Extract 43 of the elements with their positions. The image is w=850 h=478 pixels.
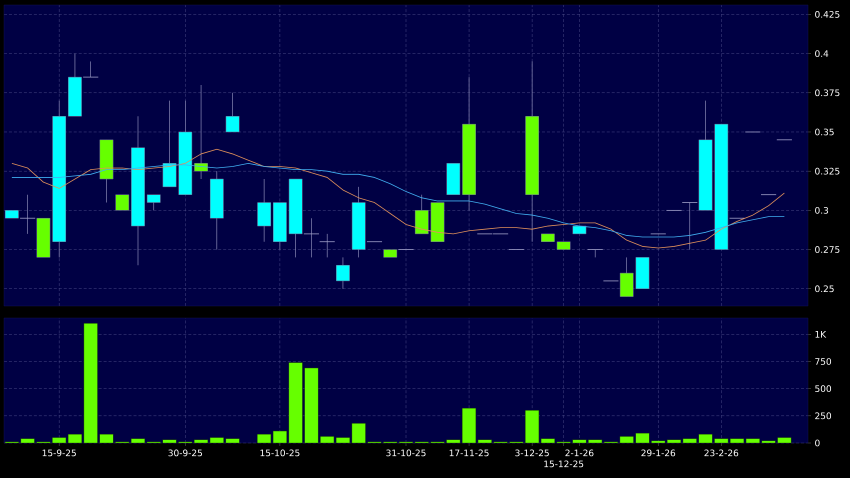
candlestick bbox=[336, 257, 350, 290]
y-tick-label: 0.4 bbox=[815, 50, 828, 57]
y-tick-label: 0.3 bbox=[815, 206, 828, 214]
x-tick-label: 29-1-26 bbox=[641, 450, 676, 456]
x-tick-label: 23-2-26 bbox=[704, 450, 738, 456]
candlestick bbox=[5, 210, 19, 218]
y-tick-label: 500 bbox=[815, 385, 832, 392]
x-tick-label: 31-10-25 bbox=[386, 450, 426, 456]
candlestick bbox=[383, 249, 398, 258]
bar bbox=[84, 323, 98, 443]
candlestick bbox=[257, 178, 271, 242]
x-tick-label: 17-11-25 bbox=[450, 450, 489, 456]
x-tick-label: 15-9-25 bbox=[42, 450, 76, 456]
candlestick bbox=[636, 257, 650, 290]
candlestick bbox=[115, 194, 130, 211]
candlestick bbox=[572, 226, 586, 234]
candlestick bbox=[446, 163, 460, 195]
candlestick bbox=[714, 124, 728, 250]
bar bbox=[525, 410, 540, 443]
bar bbox=[304, 368, 318, 443]
x-tick-label: 30-9-25 bbox=[168, 450, 202, 456]
x-tick-label: 15-12-25 bbox=[544, 460, 584, 468]
candlestick bbox=[162, 100, 176, 188]
y-tick-label: 0 bbox=[815, 440, 820, 446]
y-tick-label: 1K bbox=[816, 331, 826, 338]
y-tick-label: 750 bbox=[815, 358, 832, 365]
y-tick-label: 0.425 bbox=[815, 11, 840, 18]
y-tick-label: 0.35 bbox=[815, 128, 834, 136]
candlestick bbox=[194, 84, 208, 180]
candlestick bbox=[226, 92, 240, 132]
x-tick-label: 15-10-25 bbox=[260, 450, 300, 456]
x-tick-label: 2-1-26 bbox=[565, 450, 594, 456]
y-tick-label: 0.375 bbox=[815, 89, 840, 96]
candlestick bbox=[430, 202, 444, 242]
bar bbox=[462, 408, 476, 443]
y-tick-label: 0.25 bbox=[815, 285, 834, 292]
x-tick-label: 3-12-25 bbox=[515, 450, 549, 456]
y-tick-label: 250 bbox=[815, 412, 832, 420]
candlestick bbox=[414, 194, 429, 234]
candlestick bbox=[146, 194, 161, 211]
bar bbox=[288, 362, 303, 443]
y-tick-label: 0.325 bbox=[815, 168, 840, 175]
y-tick-label: 0.275 bbox=[815, 246, 840, 253]
